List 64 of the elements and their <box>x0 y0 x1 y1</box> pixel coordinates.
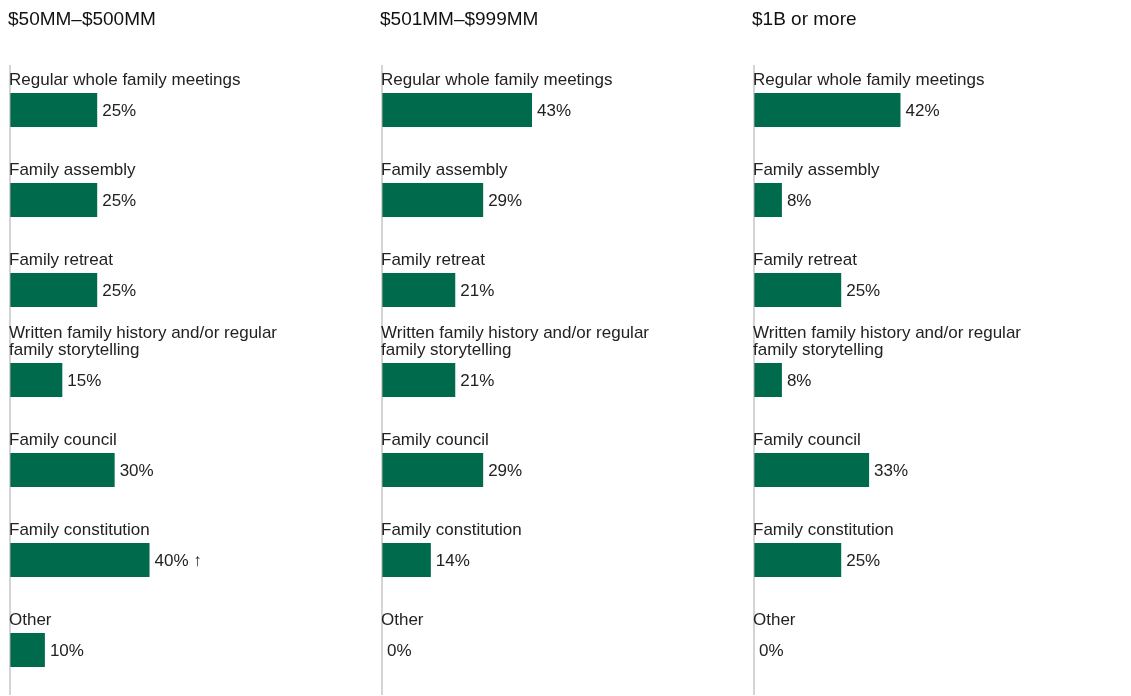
y-tick-label: Family retreat <box>753 250 858 269</box>
data-label: 21% <box>460 370 495 390</box>
bar <box>754 543 842 577</box>
bar <box>382 183 484 217</box>
bar <box>754 273 842 307</box>
y-tick-label: Family constitution <box>9 520 150 539</box>
bar <box>10 363 63 397</box>
data-label: 33% <box>874 460 909 480</box>
y-tick-label: Regular whole family meetings <box>753 70 985 89</box>
bar <box>382 543 431 577</box>
data-label: 25% <box>102 190 137 210</box>
y-tick-label: Family assembly <box>9 160 137 179</box>
bar <box>754 453 870 487</box>
data-label: 15% <box>67 370 102 390</box>
bar <box>382 273 456 307</box>
y-tick-label: Family council <box>9 430 117 449</box>
y-tick-label: Family council <box>381 430 489 449</box>
y-tick-label: Family council <box>753 430 861 449</box>
y-tick-label: Written family history and/or regular family storytelling <box>9 323 278 359</box>
bar <box>382 93 532 127</box>
y-tick-label: Regular whole family meetings <box>9 70 241 89</box>
bar <box>754 93 901 127</box>
data-label: 29% <box>488 190 523 210</box>
data-label: 14% <box>435 550 470 570</box>
y-tick-label: Regular whole family meetings <box>381 70 613 89</box>
y-tick-label: Family assembly <box>753 160 881 179</box>
y-tick-label: Family assembly <box>381 160 509 179</box>
y-tick-label: Other <box>753 610 796 629</box>
data-label: 40% ↑ <box>154 550 202 570</box>
bar <box>10 633 45 667</box>
data-label: 25% <box>102 280 137 300</box>
data-label: 8% <box>786 190 812 210</box>
data-label: 25% <box>846 550 881 570</box>
y-tick-label: Family constitution <box>753 520 894 539</box>
data-label: 29% <box>488 460 523 480</box>
chart-title: $50MM–$500MM <box>8 8 157 31</box>
bar <box>10 543 150 577</box>
chart-title: $501MM–$999MM <box>380 8 540 31</box>
bar <box>10 183 98 217</box>
y-tick-label: Written family history and/or regular family storytelling <box>753 323 1022 359</box>
y-tick-label: Family retreat <box>381 250 486 269</box>
bar <box>754 183 782 217</box>
bar <box>382 363 456 397</box>
bar <box>382 453 484 487</box>
data-label: 0% <box>387 640 412 660</box>
y-tick-label: Written family history and/or regular family storytelling <box>381 323 650 359</box>
bar <box>10 93 98 127</box>
data-label: 8% <box>786 370 812 390</box>
bar <box>10 273 98 307</box>
bar <box>10 453 115 487</box>
data-label: 10% <box>49 640 84 660</box>
data-label: 42% <box>905 100 940 120</box>
bar <box>754 363 782 397</box>
data-label: 25% <box>846 280 881 300</box>
y-tick-label: Family constitution <box>381 520 522 539</box>
data-label: 43% <box>537 100 572 120</box>
data-label: 21% <box>460 280 495 300</box>
chart-title: $1B or more <box>752 8 858 31</box>
y-tick-label: Other <box>9 610 52 629</box>
data-label: 0% <box>759 640 784 660</box>
y-tick-label: Family retreat <box>9 250 114 269</box>
y-tick-label: Other <box>381 610 424 629</box>
data-label: 30% <box>119 460 154 480</box>
data-label: 25% <box>102 100 137 120</box>
